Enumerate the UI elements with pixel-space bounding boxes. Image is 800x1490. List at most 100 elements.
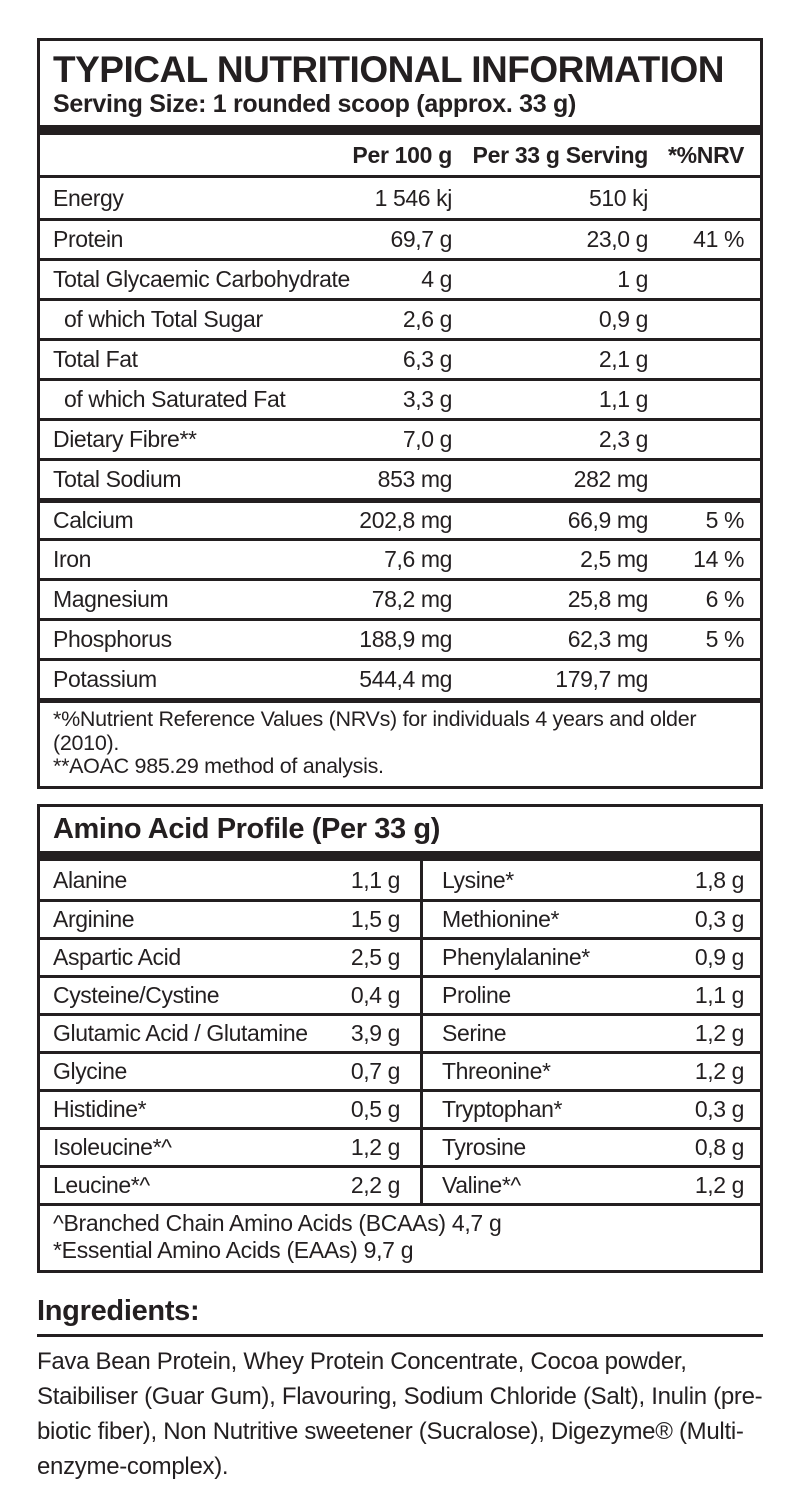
nutrition-row: Dietary Fibre** 7,0 g 2,3 g (40, 418, 760, 458)
amino-acid-value: 0,9 g (694, 944, 745, 970)
amino-acid-value: 0,4 g (350, 982, 401, 1008)
per-33g-value: 179,7 mg (555, 666, 648, 693)
amino-acid-row: Leucine*^ 2,2 g Valine*^ 1,2 g (40, 1165, 760, 1203)
amino-footnotes: ^Branched Chain Amino Acids (BCAAs) 4,7 … (40, 1203, 760, 1270)
amino-acid-value: 1,1 g (694, 982, 745, 1008)
nutrition-footnotes: *%Nutrient Reference Values (NRVs) for i… (40, 698, 760, 786)
nrv-value: 6 % (705, 586, 745, 613)
amino-acid-name: Leucine*^ (53, 1172, 150, 1198)
nutrition-row: Magnesium 78,2 mg 25,8 mg 6 % (40, 578, 760, 618)
amino-acid-row: Glycine 0,7 g Threonine* 1,2 g (40, 1051, 760, 1089)
per-33g-value: 510 kj (589, 184, 648, 211)
amino-acid-value: 2,5 g (350, 944, 401, 970)
nutrition-row: Total Sodium 853 mg 282 mg (40, 458, 760, 498)
nutrient-label: Total Fat (53, 346, 138, 373)
amino-acid-cell-right: Valine*^ 1,2 g (423, 1165, 760, 1203)
amino-acid-value: 0,3 g (694, 906, 745, 932)
nutrient-label: Energy (53, 184, 124, 211)
amino-acid-value: 1,8 g (694, 866, 745, 893)
amino-acid-name: Tryptophan* (442, 1096, 563, 1122)
nutrition-rows: Energy 1 546 kj 510 kj Protein 69,7 g 23,0 g 4… (40, 178, 760, 698)
amino-acid-row: Arginine 1,5 g Methionine* 0,3 g (40, 899, 760, 937)
amino-acid-cell-right: Threonine* 1,2 g (423, 1051, 760, 1089)
amino-acid-value: 1,2 g (694, 1058, 745, 1084)
ingredients-text: Fava Bean Protein, Whey Protein Concentr… (37, 1348, 763, 1481)
column-header-per-33g: Per 33 g Serving (472, 141, 649, 168)
nutrient-label: Calcium (53, 507, 134, 534)
amino-acid-name: Aspartic Acid (53, 944, 181, 970)
amino-acid-cell-right: Lysine* 1,8 g (423, 861, 760, 899)
per-100g-value: 3,3 g (402, 386, 453, 413)
amino-acid-cell-right: Tyrosine 0,8 g (423, 1127, 760, 1165)
amino-acid-row: Isoleucine*^ 1,2 g Tyrosine 0,8 g (40, 1127, 760, 1165)
per-100g-value: 202,8 mg (359, 507, 452, 534)
ingredients-section: Ingredients: Fava Bean Protein, Whey Pro… (37, 1295, 763, 1484)
per-33g-value: 25,8 mg (567, 586, 649, 613)
footnote-nrv: *%Nutrient Reference Values (NRVs) for i… (53, 707, 697, 755)
nutrition-row: Energy 1 546 kj 510 kj (40, 178, 760, 218)
amino-acid-cell-right: Methionine* 0,3 g (423, 899, 760, 937)
amino-acid-cell-left: Histidine* 0,5 g (40, 1089, 423, 1127)
panel-header: TYPICAL NUTRITIONAL INFORMATION Serving … (40, 41, 760, 125)
per-100g-value: 853 mg (377, 466, 453, 493)
per-33g-value: 1 g (617, 266, 648, 293)
nrv-value: 5 % (705, 626, 745, 653)
nutrient-label: Iron (53, 546, 92, 573)
amino-acid-value: 0,7 g (350, 1058, 401, 1084)
nutrient-label: of which Saturated Fat (64, 386, 286, 413)
amino-acid-name: Lysine* (442, 866, 514, 893)
per-33g-value: 23,0 g (586, 226, 648, 253)
nutrition-row: Iron 7,6 mg 2,5 mg 14 % (40, 538, 760, 578)
amino-acid-row: Alanine 1,1 g Lysine* 1,8 g (40, 861, 760, 899)
nrv-value: 5 % (705, 507, 745, 534)
amino-acid-cell-left: Aspartic Acid 2,5 g (40, 937, 423, 975)
amino-acid-row: Glutamic Acid / Glutamine 3,9 g Serine 1,2 … (40, 1013, 760, 1051)
amino-acid-cell-right: Serine 1,2 g (423, 1013, 760, 1051)
footnote-aoac: **AOAC 985.29 method of analysis. (53, 754, 384, 779)
per-100g-value: 4 g (421, 266, 452, 293)
amino-acid-value: 1,2 g (694, 1020, 745, 1046)
per-100g-value: 544,4 mg (359, 666, 452, 693)
per-100g-value: 7,0 g (402, 426, 453, 453)
per-33g-value: 1,1 g (598, 386, 649, 413)
amino-acid-name: Tyrosine (442, 1134, 526, 1160)
nutrient-label: Total Sodium (53, 466, 182, 493)
per-100g-value: 7,6 mg (384, 546, 452, 573)
amino-acid-value: 3,9 g (350, 1020, 401, 1046)
amino-acid-value: 1,1 g (350, 866, 401, 893)
nrv-value: 41 % (693, 226, 744, 253)
column-header-nrv: *%NRV (667, 141, 744, 168)
amino-panel-title: Amino Acid Profile (Per 33 g) (53, 813, 440, 846)
amino-acid-value: 1,2 g (350, 1134, 401, 1160)
amino-acid-name: Valine*^ (442, 1172, 521, 1198)
amino-acid-cell-left: Glycine 0,7 g (40, 1051, 423, 1089)
amino-acid-name: Serine (442, 1020, 507, 1046)
per-33g-value: 2,1 g (598, 346, 649, 373)
nutrient-label: of which Total Sugar (64, 306, 263, 333)
nutrition-row: of which Saturated Fat 3,3 g 1,1 g (40, 378, 760, 418)
amino-acid-rows: Alanine 1,1 g Lysine* 1,8 g Arginine 1,5 g Met… (40, 861, 760, 1203)
nutrient-label: Total Glycaemic Carbohydrate (53, 266, 350, 293)
per-100g-value: 78,2 mg (371, 586, 453, 613)
nutrition-row: Calcium 202,8 mg 66,9 mg 5 % (40, 498, 760, 538)
nutrient-label: Dietary Fibre** (53, 426, 197, 453)
amino-acid-value: 2,2 g (350, 1172, 401, 1198)
per-100g-value: 1 546 kj (374, 184, 453, 211)
nutrition-row: of which Total Sugar 2,6 g 0,9 g (40, 298, 760, 338)
per-100g-value: 2,6 g (402, 306, 453, 333)
amino-acid-name: Arginine (53, 906, 135, 932)
amino-acid-name: Cysteine/Cystine (53, 982, 220, 1008)
amino-acid-cell-left: Cysteine/Cystine 0,4 g (40, 975, 423, 1013)
amino-acid-cell-left: Alanine 1,1 g (40, 861, 423, 899)
nutrient-label: Phosphorus (53, 626, 172, 653)
per-33g-value: 2,5 mg (580, 546, 648, 573)
amino-acid-cell-left: Leucine*^ 2,2 g (40, 1165, 423, 1203)
ingredients-title: Ingredients: (37, 1295, 200, 1328)
footnote-eaa: *Essential Amino Acids (EAAs) 9,7 g (53, 1237, 414, 1264)
header-divider-bar (40, 125, 760, 136)
amino-acid-cell-left: Arginine 1,5 g (40, 899, 423, 937)
amino-acid-row: Aspartic Acid 2,5 g Phenylalanine* 0,9 g (40, 937, 760, 975)
nutrition-row: Total Fat 6,3 g 2,1 g (40, 338, 760, 378)
amino-acid-name: Phenylalanine* (442, 944, 590, 970)
amino-acid-value: 1,2 g (694, 1172, 745, 1198)
